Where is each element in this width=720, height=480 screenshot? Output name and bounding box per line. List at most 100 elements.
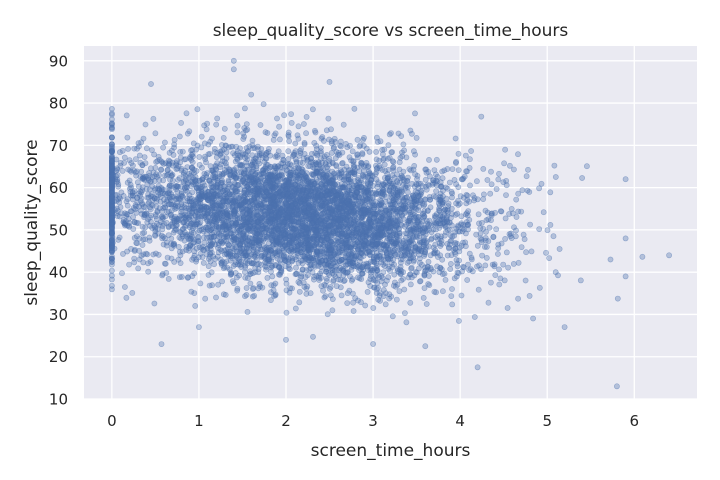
scatter-point [294,132,301,139]
scatter-point [141,154,148,160]
scatter-point [311,139,318,146]
scatter-point [123,294,130,301]
scatter-point [263,266,269,273]
scatter-point [205,263,212,270]
scatter-point [202,295,209,302]
scatter-point [247,270,254,277]
scatter-point [328,149,335,156]
scatter-point [123,211,130,217]
scatter-point [523,249,529,256]
scatter-point [292,140,299,147]
scatter-point [148,201,155,208]
scatter-point [423,226,430,233]
scatter-point [117,204,124,211]
scatter-point [351,105,358,112]
scatter-point [194,106,201,113]
scatter-point [152,224,158,231]
scatter-point [158,341,165,347]
scatter-point [522,277,529,284]
scatter-point [540,209,547,216]
scatter-point [404,259,411,266]
scatter-point [544,227,551,234]
scatter-point [400,141,407,148]
scatter-point [525,166,531,173]
scatter-point [480,191,487,198]
scatter-point [184,195,191,202]
scatter-point [519,187,526,194]
scatter-point [300,155,307,162]
scatter-point [373,156,380,163]
scatter-point [453,181,459,188]
scatter-point [303,114,310,120]
scatter-point [444,213,450,219]
scatter-point [162,260,169,267]
scatter-point [475,211,482,218]
scatter-point [121,154,128,161]
scatter-point [188,169,195,176]
scatter-point [204,120,210,127]
scatter-point [160,144,166,151]
scatter-point [490,234,497,241]
scatter-point [227,226,234,233]
scatter-point [249,137,256,144]
scatter-point [550,233,557,240]
scatter-point [478,219,485,226]
scatter-point [213,121,220,128]
scatter-point [430,268,437,275]
scatter-point [423,186,430,193]
scatter-point [433,289,439,296]
scatter-point [433,156,440,163]
scatter-point [614,295,621,302]
scatter-point [426,156,432,163]
scatter-point [465,226,471,233]
scatter-point [485,299,492,306]
scatter-point [515,190,522,197]
scatter-point [411,183,418,190]
scatter-point [159,186,166,193]
scatter-point [144,194,151,201]
scatter-point [397,221,404,228]
scatter-point [288,120,295,126]
scatter-point [358,299,364,306]
scatter-point [301,283,308,290]
scatter-point [287,285,294,292]
scatter-point [462,239,469,246]
scatter-point [196,154,203,160]
scatter-point [109,111,115,118]
scatter-point [265,145,272,152]
scatter-point [447,266,454,272]
scatter-point [125,145,132,152]
scatter-point [394,171,400,178]
scatter-point [292,305,299,312]
scatter-point [338,292,345,299]
scatter-point [556,246,563,252]
scatter-point [109,116,115,123]
scatter-point [170,241,177,248]
scatter-point [295,123,302,130]
scatter-point [229,278,236,284]
scatter-point [370,305,377,311]
scatter-point [465,261,471,268]
scatter-point [505,264,511,271]
scatter-point [382,301,389,308]
scatter-point [463,168,469,175]
scatter-point [136,247,142,254]
scatter-point [118,189,125,196]
scatter-point [483,243,490,250]
scatter-point [297,257,304,264]
scatter-point [449,166,456,172]
scatter-point [292,148,299,154]
scatter-point [512,233,519,240]
scatter-point [443,195,450,202]
scatter-point [487,190,494,197]
scatter-point [454,263,461,270]
scatter-point [131,247,138,254]
scatter-point [244,308,251,315]
scatter-point [528,248,535,255]
scatter-point [513,214,520,220]
scatter-point [148,147,155,153]
scatter-point [354,136,361,143]
scatter-point [480,196,487,202]
scatter-point [389,313,396,320]
scatter-point [543,249,549,256]
